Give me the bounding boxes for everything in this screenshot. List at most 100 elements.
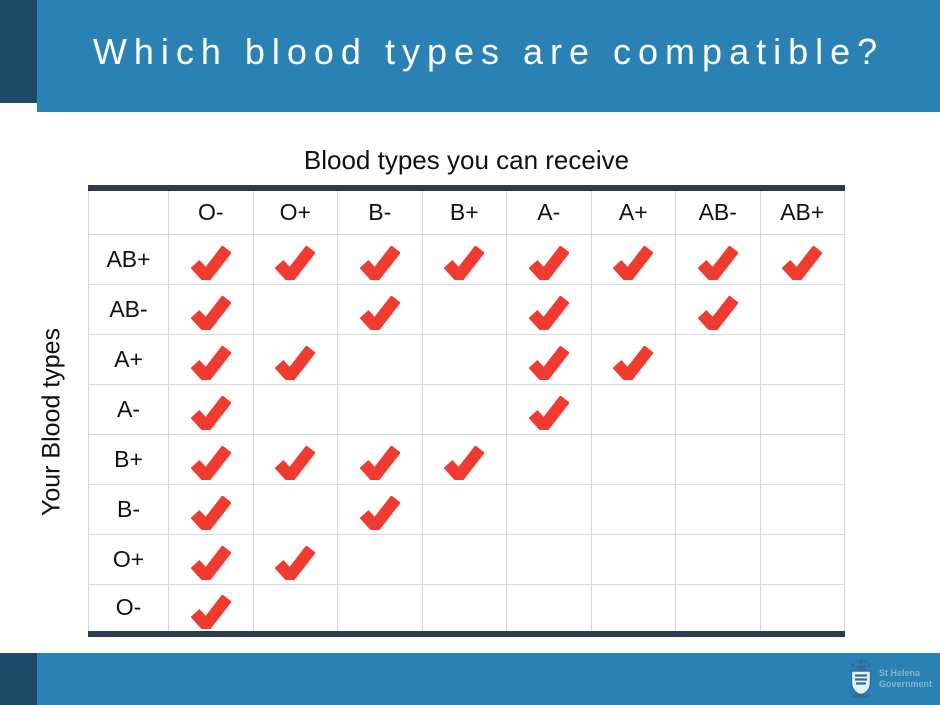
cell-B--B+ — [421, 483, 507, 535]
checkmark-icon — [275, 346, 316, 380]
cell-AB--O- — [168, 283, 254, 335]
slide-title: Which blood types are compatible? — [92, 31, 885, 72]
checkmark-icon — [190, 594, 231, 629]
header-row: O- O+ B- B+ A- A+ AB- AB+ — [88, 187, 845, 235]
checkmark-icon — [190, 446, 231, 480]
cell-O--A+ — [590, 583, 676, 635]
cell-AB--A+ — [590, 283, 676, 335]
row-header-O-: O- — [88, 583, 169, 635]
cell-B--O+ — [252, 483, 338, 535]
checkmark-icon — [190, 296, 231, 330]
cell-O+-B- — [337, 533, 423, 585]
checkmark-icon — [359, 246, 400, 280]
bottom-left-accent-bar — [0, 653, 37, 705]
cell-B--AB+ — [759, 483, 845, 535]
checkmark-icon — [444, 246, 485, 280]
cell-AB+-A+ — [590, 233, 676, 285]
cell-A--B+ — [421, 383, 507, 435]
checkmark-icon — [275, 546, 316, 580]
table-row-B-: B- — [88, 483, 845, 535]
column-header-B+: B+ — [421, 187, 507, 235]
row-header-A+: A+ — [88, 333, 169, 385]
cell-O--B- — [337, 583, 423, 635]
table-row-AB+: AB+ — [88, 233, 845, 285]
checkmark-icon — [359, 446, 400, 480]
cell-O+-O- — [168, 533, 254, 585]
footer-banner: St Helena Government — [37, 653, 940, 705]
checkmark-icon — [190, 496, 231, 530]
checkmark-icon — [528, 346, 569, 380]
table-row-A-: A- — [88, 383, 845, 435]
cell-AB--B+ — [421, 283, 507, 335]
cell-B+-A+ — [590, 433, 676, 485]
cell-A+-A- — [506, 333, 592, 385]
checkmark-icon — [275, 246, 316, 280]
cell-B+-AB- — [675, 433, 761, 485]
checkmark-icon — [190, 546, 231, 580]
row-header-A-: A- — [88, 383, 169, 435]
checkmark-icon — [528, 296, 569, 330]
cell-A+-B+ — [421, 333, 507, 385]
table-row-B+: B+ — [88, 433, 845, 485]
cell-AB--AB+ — [759, 283, 845, 335]
column-header-B-: B- — [337, 187, 423, 235]
cell-O--B+ — [421, 583, 507, 635]
cell-AB+-A- — [506, 233, 592, 285]
logo-text: St Helena Government — [879, 668, 932, 690]
row-header-B+: B+ — [88, 433, 169, 485]
checkmark-icon — [697, 246, 738, 280]
checkmark-icon — [697, 296, 738, 330]
checkmark-icon — [275, 446, 316, 480]
column-header-O-: O- — [168, 187, 254, 235]
cell-AB--B- — [337, 283, 423, 335]
cell-A+-AB+ — [759, 333, 845, 385]
cell-B--AB- — [675, 483, 761, 535]
cell-B+-B+ — [421, 433, 507, 485]
cell-A+-A+ — [590, 333, 676, 385]
cell-AB--A- — [506, 283, 592, 335]
checkmark-icon — [528, 396, 569, 430]
row-header-O+: O+ — [88, 533, 169, 585]
cell-A+-B- — [337, 333, 423, 385]
cell-A--AB+ — [759, 383, 845, 435]
checkmark-icon — [528, 246, 569, 280]
row-axis-label: Your Blood types — [37, 327, 66, 517]
cell-B--B- — [337, 483, 423, 535]
crest-icon — [850, 659, 872, 699]
row-header-B-: B- — [88, 483, 169, 535]
cell-AB+-B+ — [421, 233, 507, 285]
cell-A--AB- — [675, 383, 761, 435]
cell-O+-A- — [506, 533, 592, 585]
table-row-A+: A+ — [88, 333, 845, 385]
st-helena-government-logo: St Helena Government — [848, 658, 932, 699]
table-header: O- O+ B- B+ A- A+ AB- AB+ — [88, 187, 845, 235]
cell-AB+-B- — [337, 233, 423, 285]
cell-A+-O- — [168, 333, 254, 385]
cell-B--O- — [168, 483, 254, 535]
column-header-A-: A- — [506, 187, 592, 235]
row-header-AB-: AB- — [88, 283, 169, 335]
table-row-AB-: AB- — [88, 283, 845, 335]
checkmark-icon — [190, 396, 231, 430]
cell-A--A- — [506, 383, 592, 435]
cell-AB+-AB- — [675, 233, 761, 285]
cell-AB+-AB+ — [759, 233, 845, 285]
cell-A+-O+ — [252, 333, 338, 385]
cell-AB--AB- — [675, 283, 761, 335]
table-body: AB+ AB- A+ A- B+ B- O+ O- — [88, 233, 845, 635]
checkmark-icon — [190, 246, 231, 280]
cell-A--O- — [168, 383, 254, 435]
cell-A--A+ — [590, 383, 676, 435]
checkmark-icon — [613, 346, 654, 380]
cell-O+-AB+ — [759, 533, 845, 585]
row-header-AB+: AB+ — [88, 233, 169, 285]
cell-O--O- — [168, 583, 254, 635]
column-header-AB+: AB+ — [759, 187, 845, 235]
corner-cell — [88, 187, 169, 235]
cell-O--O+ — [252, 583, 338, 635]
cell-A+-AB- — [675, 333, 761, 385]
cell-B+-AB+ — [759, 433, 845, 485]
cell-O--A- — [506, 583, 592, 635]
checkmark-icon — [359, 496, 400, 530]
